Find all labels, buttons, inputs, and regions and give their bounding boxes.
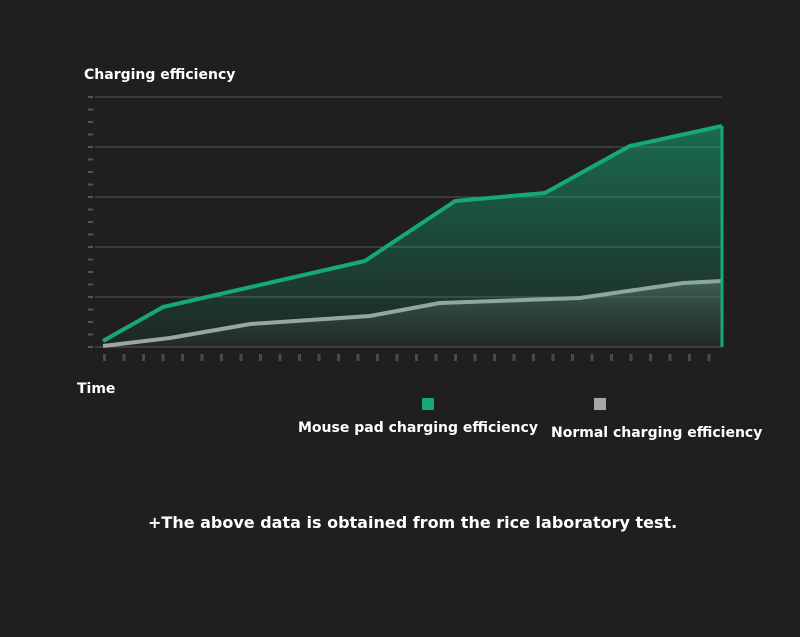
- axis-dash: [415, 354, 418, 361]
- axis-dash: [532, 354, 535, 361]
- axis-dash: [88, 233, 93, 236]
- axis-dash: [590, 354, 594, 361]
- axis-dash: [512, 354, 516, 361]
- axis-dash: [454, 354, 457, 361]
- axis-dash: [337, 354, 340, 361]
- axis-dash: [88, 96, 93, 98]
- note: +The above data is obtained from the ric…: [148, 513, 677, 532]
- axis-dash: [88, 171, 93, 173]
- axis-dash: [688, 354, 691, 361]
- area: [103, 126, 722, 347]
- axis-dash: [88, 346, 93, 348]
- legend-label: Mouse pad charging efficiency: [298, 420, 538, 436]
- axis-dash: [103, 354, 106, 361]
- axis-dash: [88, 296, 93, 298]
- axis-dash: [707, 354, 711, 361]
- axis-dash: [142, 354, 145, 361]
- axis-dash: [200, 354, 204, 361]
- axis-dash: [668, 354, 672, 361]
- axis-dash: [610, 354, 613, 361]
- axis-dash: [88, 321, 93, 323]
- axis-dash: [122, 354, 126, 361]
- axis-dash: [629, 354, 633, 361]
- axis-dash: [220, 354, 223, 361]
- legend-label: Normal charging efficiency: [551, 425, 762, 441]
- axis-dash: [259, 354, 262, 361]
- axis-dash: [88, 108, 93, 111]
- axis-dash: [88, 333, 93, 336]
- legend-swatch: [422, 398, 434, 410]
- axis-dash: [317, 354, 321, 361]
- axis-dash: [571, 354, 574, 361]
- axis-dash: [434, 354, 438, 361]
- axis-dash: [88, 246, 93, 248]
- axis-dash: [88, 271, 93, 273]
- y-axis-title: Charging efficiency: [84, 67, 235, 83]
- axis-dash: [395, 354, 399, 361]
- legend-swatch: [594, 398, 606, 410]
- axis-dash: [88, 183, 93, 186]
- axis-dash: [88, 196, 93, 198]
- axis-dash: [88, 158, 93, 161]
- axis-dash: [88, 258, 93, 261]
- axis-dash: [551, 354, 555, 361]
- axis-dash: [88, 283, 93, 286]
- axis-dash: [298, 354, 301, 361]
- axis-dash: [88, 208, 93, 211]
- axis-dash: [356, 354, 360, 361]
- axis-dash: [161, 354, 165, 361]
- axis-dash: [278, 354, 282, 361]
- axis-dash: [376, 354, 379, 361]
- axis-dash: [473, 354, 477, 361]
- axis-dash: [88, 133, 93, 136]
- axis-dash: [88, 308, 93, 311]
- axis-dash: [649, 354, 652, 361]
- axis-dash: [88, 121, 93, 123]
- x-axis-title: Time: [77, 381, 115, 397]
- axis-dash: [88, 146, 93, 148]
- axis-dash: [493, 354, 496, 361]
- axis-dash: [88, 221, 93, 223]
- axis-dash: [181, 354, 184, 361]
- axis-dash: [239, 354, 243, 361]
- line: [102, 124, 723, 343]
